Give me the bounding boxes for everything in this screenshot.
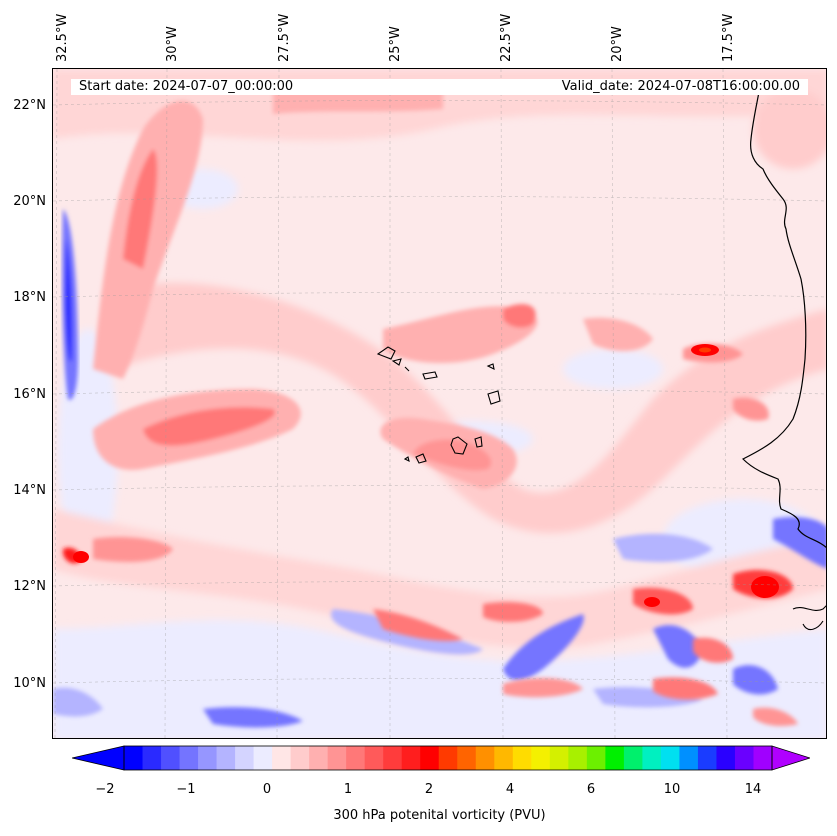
colorbar-cell — [512, 746, 532, 770]
colorbar-cell — [660, 746, 680, 770]
pv-tongue-cape-verde — [380, 317, 769, 489]
lat-label-14n: 14°N — [13, 483, 46, 498]
lon-label-17-5w: 17.5°W — [721, 13, 736, 62]
cbar-tick-14: 14 — [744, 782, 762, 797]
colorbar-cell — [568, 746, 588, 770]
colorbar-cell — [364, 746, 384, 770]
colorbar-cell — [383, 746, 403, 770]
colorbar-cell — [272, 746, 292, 770]
colorbar-cell — [531, 746, 551, 770]
colorbar-cell — [142, 746, 162, 770]
graticule — [53, 69, 826, 738]
cbar-tick-neg1: −1 — [176, 782, 196, 797]
cbar-tick-neg2: −2 — [95, 782, 115, 797]
colorbar-cell — [549, 746, 569, 770]
negative-pv-streak-west — [62, 209, 78, 400]
map-panel: Start date: 2024-07-07_00:00:00 Valid_da… — [52, 68, 827, 739]
colorbar-cell — [327, 746, 347, 770]
colorbar-cell — [290, 746, 310, 770]
west-african-coast — [741, 80, 826, 549]
cbar-tick-6: 6 — [586, 782, 596, 797]
colorbar-cell — [697, 746, 717, 770]
colorbar-cell — [309, 746, 329, 770]
colorbar-cells — [124, 746, 773, 770]
colorbar-extend-high — [771, 745, 810, 771]
colorbar-outline — [123, 745, 773, 771]
colorbar-cell — [438, 746, 458, 770]
pv-field — [53, 69, 826, 738]
positive-pv-blobs-south — [63, 547, 798, 727]
lat-label-16n: 16°N — [13, 387, 46, 402]
cbar-tick-2: 2 — [424, 782, 434, 797]
colorbar-cell — [161, 746, 181, 770]
colorbar-cell — [753, 746, 773, 770]
colorbar-title: 300 hPa potenital vorticity (PVU) — [333, 808, 546, 823]
lat-label-20n: 20°N — [13, 194, 46, 209]
pv-maxima — [73, 344, 779, 607]
colorbar-cell — [475, 746, 495, 770]
cape-verde-islands — [376, 346, 501, 464]
cbar-tick-1: 1 — [343, 782, 353, 797]
colorbar-cell — [716, 746, 736, 770]
cbar-tick-0: 0 — [262, 782, 272, 797]
colorbar-cell — [494, 746, 514, 770]
cbar-tick-10: 10 — [663, 782, 681, 797]
start-date-text: Start date: 2024-07-07_00:00:00 — [79, 79, 294, 94]
lat-label-22n: 22°N — [13, 98, 46, 113]
colorbar-cell — [235, 746, 255, 770]
lon-label-20w: 20°W — [610, 26, 625, 62]
colorbar-cell — [216, 746, 236, 770]
colorbar-cell — [198, 746, 218, 770]
colorbar-cell — [179, 746, 199, 770]
colorbar-extend-low — [72, 745, 125, 771]
colorbar-cell — [605, 746, 625, 770]
lon-label-27-5w: 27.5°W — [277, 13, 292, 62]
cbar-tick-4: 4 — [505, 782, 515, 797]
lat-label-18n: 18°N — [13, 290, 46, 305]
lon-label-25w: 25°W — [388, 26, 403, 62]
valid-date-text: Valid_date: 2024-07-08T16:00:00.00 — [561, 79, 800, 94]
colorbar-cell — [420, 746, 440, 770]
lon-label-32-5w: 32.5°W — [55, 13, 70, 62]
colorbar-cell — [253, 746, 273, 770]
colorbar — [72, 745, 810, 771]
date-banner: Start date: 2024-07-07_00:00:00 Valid_da… — [71, 79, 808, 95]
colorbar-cell — [734, 746, 754, 770]
lat-label-12n: 12°N — [13, 579, 46, 594]
colorbar-cell — [679, 746, 699, 770]
lon-label-30w: 30°W — [165, 26, 180, 62]
coast-detail-south — [792, 605, 826, 631]
colorbar-cell — [623, 746, 643, 770]
colorbar-cell — [457, 746, 477, 770]
colorbar-cell — [124, 746, 144, 770]
colorbar-cell — [346, 746, 366, 770]
colorbar-cell — [586, 746, 606, 770]
colorbar-cell — [642, 746, 662, 770]
colorbar-cell — [401, 746, 421, 770]
lon-label-22-5w: 22.5°W — [499, 13, 514, 62]
lat-label-10n: 10°N — [13, 676, 46, 691]
